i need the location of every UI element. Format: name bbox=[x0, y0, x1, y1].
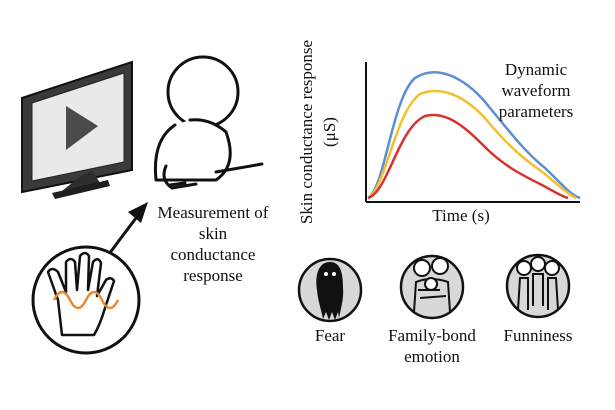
measurement-label: Measurement of skin conductance response bbox=[158, 203, 269, 285]
laughing-people-icon bbox=[516, 256, 560, 311]
seated-person-icon bbox=[153, 55, 264, 190]
y-axis-label: Skin conductance response bbox=[297, 40, 316, 224]
emotion-label-funniness: Funniness bbox=[504, 326, 573, 345]
measurement-line-2: skin bbox=[199, 224, 228, 243]
measurement-line-4: response bbox=[183, 266, 242, 285]
emotion-fear: Fear bbox=[297, 257, 363, 345]
series-line-blue bbox=[367, 71, 581, 200]
emotion-label-family-line-2: emotion bbox=[404, 347, 460, 366]
annotation-line-1: Dynamic bbox=[505, 60, 568, 79]
annotation-line-2: waveform bbox=[502, 81, 571, 100]
annotation-line-3: parameters bbox=[499, 102, 574, 121]
scr-chart: Skin conductance response (μS) Time (s) … bbox=[297, 40, 581, 225]
emotion-family-bond: Family-bond emotion bbox=[388, 254, 476, 366]
play-icon bbox=[66, 106, 98, 150]
series-line-red bbox=[367, 113, 569, 200]
series-line-yellow bbox=[367, 89, 577, 200]
hugging-family-icon bbox=[413, 257, 451, 313]
x-axis-label: Time (s) bbox=[432, 206, 489, 225]
y-axis-unit: (μS) bbox=[320, 117, 339, 147]
emotion-label-fear: Fear bbox=[315, 326, 346, 345]
video-monitor-icon bbox=[21, 60, 133, 199]
emotion-label-family-line-1: Family-bond bbox=[388, 326, 476, 345]
emotion-funniness: Funniness bbox=[504, 253, 573, 345]
measurement-line-1: Measurement of bbox=[158, 203, 269, 222]
hand-sensor-icon bbox=[31, 245, 141, 355]
measurement-line-3: conductance bbox=[171, 245, 256, 264]
ghost-figure-icon bbox=[316, 262, 344, 320]
